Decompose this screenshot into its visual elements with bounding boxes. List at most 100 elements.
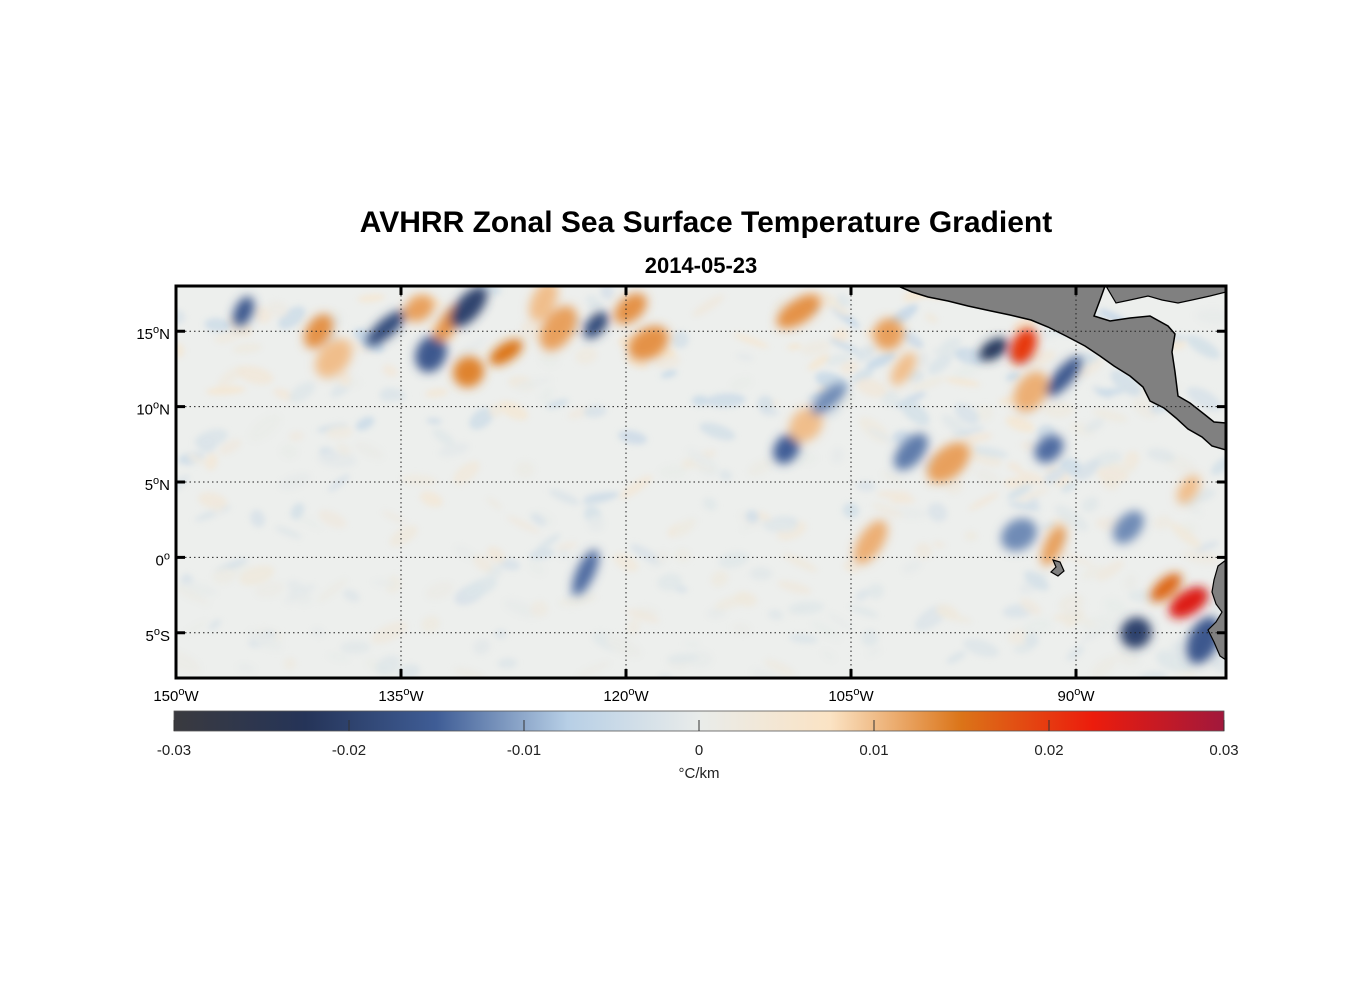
gradient-texture-blob	[807, 354, 830, 371]
gradient-texture-blob	[311, 627, 325, 637]
gradient-texture-blob	[318, 510, 347, 529]
gradient-texture-blob	[494, 629, 507, 639]
gradient-texture-blob	[684, 641, 701, 648]
gradient-texture-blob	[205, 453, 218, 471]
gradient-texture-blob	[660, 370, 678, 378]
gradient-texture-blob	[1103, 598, 1127, 615]
gradient-texture-blob	[867, 583, 884, 599]
gradient-texture-blob	[1081, 613, 1116, 632]
gradient-texture-blob	[706, 607, 727, 619]
gradient-feature	[452, 356, 485, 388]
gradient-texture-blob	[1044, 401, 1075, 418]
gradient-texture-blob	[1059, 551, 1094, 567]
gradient-texture-blob	[283, 657, 296, 670]
gradient-texture-blob	[382, 364, 398, 377]
lat-tick-label-value: 10	[136, 402, 153, 419]
gradient-feature	[776, 294, 821, 329]
gradient-texture-blob	[1075, 459, 1100, 481]
lat-tick-label: 5oS	[146, 626, 170, 645]
lat-tick-label-hemisphere: N	[159, 477, 170, 494]
gradient-texture-blob	[336, 443, 351, 456]
gradient-texture-blob	[1090, 656, 1117, 678]
gradient-texture-blob	[619, 475, 653, 499]
gradient-texture-blob	[1093, 409, 1128, 422]
gradient-texture-blob	[618, 430, 648, 445]
lon-tick-label-degree-mark: o	[628, 686, 634, 698]
gradient-texture-blob	[842, 502, 860, 519]
gradient-texture-blob	[768, 609, 784, 620]
gradient-texture-blob	[239, 565, 275, 586]
yucatan-coast-land	[1105, 286, 1226, 304]
gradient-texture-blob	[626, 355, 649, 369]
gradient-texture-blob	[1061, 482, 1077, 493]
gradient-texture-blob	[856, 378, 887, 398]
gradient-texture-blob	[529, 548, 555, 560]
south-america-land	[1207, 559, 1226, 661]
gradient-texture-blob	[426, 417, 442, 425]
colorbar-ticks: -0.03 -0.02 -0.01 0 0.01 0.02 0.03	[157, 720, 1239, 759]
gradient-texture-blob	[946, 651, 966, 664]
gradient-texture-blob	[205, 386, 246, 395]
colorbar-tick-label: -0.02	[332, 742, 366, 759]
gradient-texture-blob	[585, 295, 602, 310]
map-area	[176, 286, 1226, 678]
gradient-texture-blob	[473, 554, 493, 572]
lat-tick-label: 15oN	[136, 324, 170, 343]
gradient-texture-blob	[831, 447, 844, 464]
lon-tick-label-value: 150	[153, 688, 178, 705]
gradient-texture-blob	[1186, 386, 1222, 412]
gradient-texture-blob	[851, 368, 874, 383]
gradient-texture-blob	[747, 458, 774, 477]
gradient-feature	[232, 296, 255, 327]
lat-tick-label-hemisphere: N	[159, 402, 170, 419]
gradient-texture-blob	[925, 312, 938, 324]
gradient-texture-blob	[733, 333, 769, 348]
gradient-texture-blob	[710, 570, 729, 587]
gradient-texture-blob	[674, 548, 691, 563]
gradient-texture-blob	[951, 359, 984, 382]
gradient-texture-blob	[328, 474, 350, 492]
gradient-texture-blob	[658, 465, 688, 479]
gradient-texture-blob	[556, 541, 578, 552]
gradient-texture-blob	[283, 596, 299, 604]
gradient-texture-blob	[843, 562, 859, 574]
gradient-texture-blob	[279, 473, 311, 490]
lon-tick-label-hemisphere: W	[184, 688, 199, 705]
gradient-feature	[1168, 586, 1209, 619]
lat-tick-label-value: 15	[136, 326, 153, 343]
gradient-feature	[1001, 518, 1037, 552]
gradient-texture-blob	[963, 638, 999, 658]
gradient-texture-blob	[326, 425, 353, 439]
gradient-feature	[1150, 573, 1182, 602]
gradient-texture-blob	[672, 517, 697, 536]
lat-tick-label: 5oN	[145, 475, 170, 494]
gradient-texture-blob	[1066, 645, 1084, 661]
gradient-texture-blob	[214, 331, 240, 344]
gradient-texture-blob	[1211, 456, 1226, 476]
gradient-texture-blob	[1157, 654, 1193, 672]
gradient-texture-blob	[353, 441, 384, 460]
lon-tick-label: 135oW	[378, 686, 424, 705]
lat-tick-label-degree-mark: o	[154, 626, 160, 638]
gradient-feature	[853, 520, 888, 565]
gradient-texture-blob	[961, 432, 993, 444]
gradient-feature	[1041, 525, 1066, 566]
gradient-texture-blob	[657, 573, 683, 591]
gradient-texture-blob	[1182, 550, 1221, 565]
gradient-texture-blob	[932, 541, 945, 549]
gradient-texture-blob	[824, 353, 852, 366]
gradient-texture-blob	[821, 293, 850, 317]
gradient-texture-blob	[1138, 671, 1167, 678]
gradient-texture-blob	[432, 428, 455, 447]
gradient-texture-blob	[899, 399, 930, 426]
gradient-texture-blob	[539, 353, 559, 368]
gradient-texture-blob	[452, 337, 486, 362]
gradient-texture-blob	[788, 601, 824, 615]
gradient-texture-blob	[1020, 440, 1037, 452]
gradient-feature	[1013, 371, 1049, 412]
colorbar-tick-label: 0	[695, 742, 703, 759]
gradient-texture-blob	[208, 619, 222, 631]
gradient-texture-blob	[421, 615, 440, 633]
